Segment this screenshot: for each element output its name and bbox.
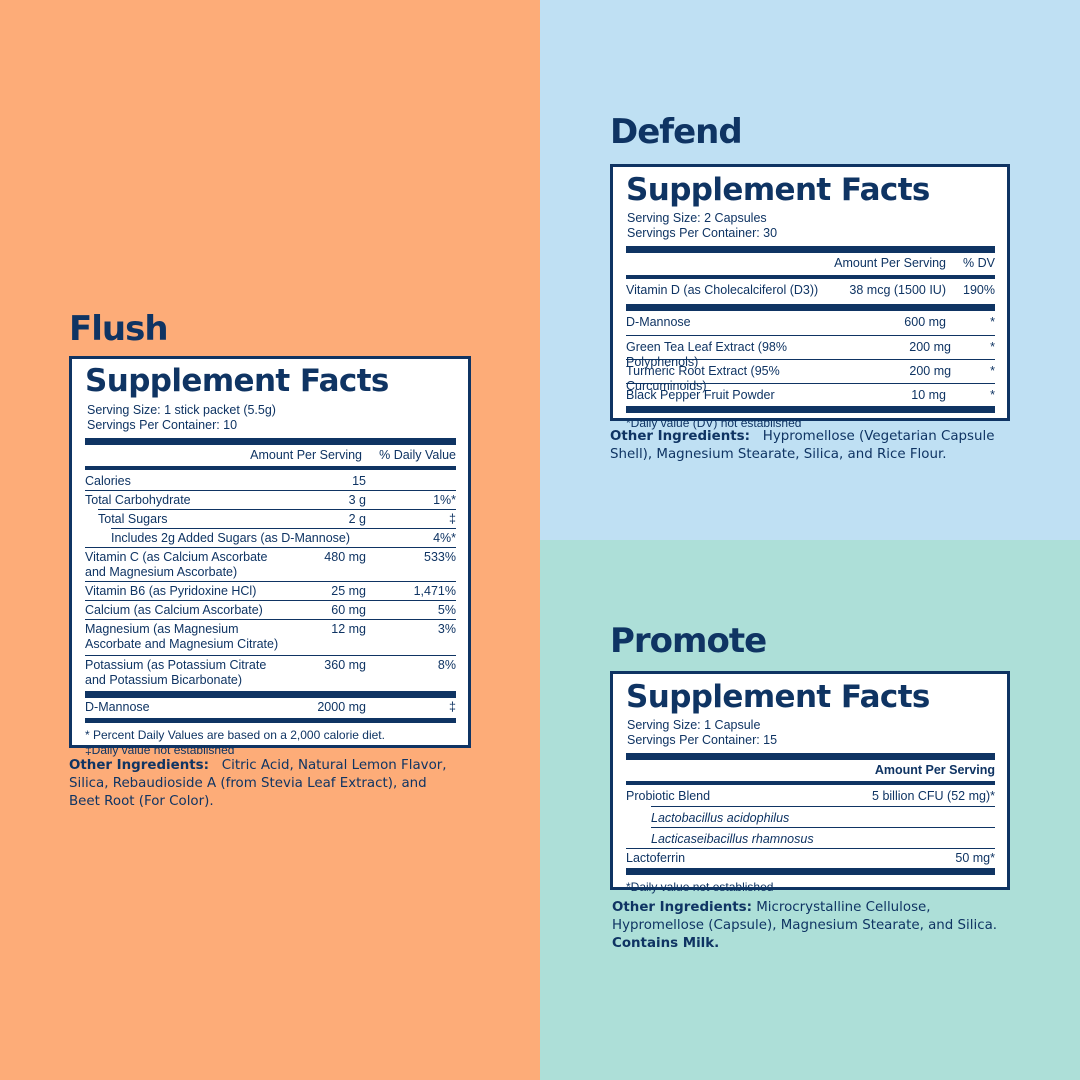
flush-row-vitamin-b6: Vitamin B6 (as Pyridoxine HCl) 25 mg 1,4… <box>85 581 456 600</box>
defend-other-ingredients-text: Hypromellose (Vegetarian Capsule Shell),… <box>610 429 995 462</box>
promote-panel: Promote Supplement Facts Serving Size: 1… <box>540 540 1080 1080</box>
promote-header-row: Amount Per Serving <box>626 763 995 779</box>
flush-bar-header <box>85 466 456 470</box>
defend-bar-header <box>626 275 995 279</box>
flush-footnote-1: * Percent Daily Values are based on a 2,… <box>85 728 385 742</box>
defend-facts-title: Supplement Facts <box>626 172 930 208</box>
flush-thick-bar-mid <box>85 691 456 698</box>
flush-other-ingredients-label: Other Ingredients: <box>69 758 209 773</box>
promote-row-lactoferrin: Lactoferrin 50 mg* <box>626 848 995 868</box>
flush-thick-bar-bottom <box>85 718 456 723</box>
defend-row-d-mannose: D-Mannose 600 mg * <box>626 315 995 329</box>
flush-row-total-sugars: Total Sugars 2 g ‡ <box>98 509 456 528</box>
defend-other-ingredients-label: Other Ingredients: <box>610 429 750 444</box>
flush-row-magnesium: Magnesium (as Magnesium Ascorbate and Ma… <box>85 619 456 655</box>
defend-supplement-facts-label: Supplement Facts Serving Size: 2 Capsule… <box>610 164 1010 430</box>
flush-row-total-carbohydrate: Total Carbohydrate 3 g 1%* <box>85 490 456 509</box>
promote-supplement-facts-label: Supplement Facts Serving Size: 1 Capsule… <box>610 671 1010 894</box>
defend-footnote: *Daily value (DV) not established <box>626 416 802 430</box>
flush-footnote-2: ‡Daily value not established <box>85 743 235 757</box>
defend-row-vitamin-d: Vitamin D (as Cholecalciferol (D3)) 38 m… <box>626 283 995 297</box>
flush-row-vitamin-c: Vitamin C (as Calcium Ascorbate and Magn… <box>85 547 456 581</box>
promote-row-lacticaseibacillus: Lacticaseibacillus rhamnosus <box>651 827 995 848</box>
flush-title: Flush <box>69 309 169 349</box>
flush-serving-size: Serving Size: 1 stick packet (5.5g) <box>87 403 276 417</box>
flush-facts-title: Supplement Facts <box>85 363 389 399</box>
defend-servings-per-container: Servings Per Container: 30 <box>627 226 778 240</box>
promote-other-ingredients-text: Microcrystalline Cellulose, Hypromellose… <box>612 900 998 933</box>
flush-thick-bar-top <box>85 438 456 445</box>
promote-row-probiotic-blend: Probiotic Blend 5 billion CFU (52 mg)* <box>626 789 995 803</box>
promote-serving-size: Serving Size: 1 Capsule <box>627 718 761 732</box>
flush-row-calcium: Calcium (as Calcium Ascorbate) 60 mg 5% <box>85 600 456 619</box>
promote-facts-title: Supplement Facts <box>626 679 930 715</box>
defend-header-row: Amount Per Serving % DV <box>626 256 995 273</box>
flush-header-amount: Amount Per Serving <box>250 448 362 462</box>
promote-other-ingredients-label: Other Ingredients: <box>612 900 752 915</box>
flush-panel: Flush Supplement Facts Serving Size: 1 s… <box>0 0 540 1080</box>
promote-contains-milk: Contains Milk. <box>612 936 720 951</box>
defend-thick-bar-bottom <box>626 406 995 413</box>
promote-header-amount: Amount Per Serving <box>874 763 995 777</box>
promote-thick-bar-top <box>626 753 995 760</box>
flush-row-added-sugars: Includes 2g Added Sugars (as D-Mannose) … <box>111 528 456 547</box>
defend-panel: Defend Supplement Facts Serving Size: 2 … <box>540 0 1080 540</box>
promote-footnote: *Daily value not established <box>626 880 774 894</box>
defend-header-dv: % DV <box>963 256 995 270</box>
defend-serving-size: Serving Size: 2 Capsules <box>627 211 767 225</box>
defend-header-amount: Amount Per Serving <box>834 256 946 270</box>
defend-thick-bar-mid <box>626 304 995 311</box>
promote-other-ingredients: Other Ingredients: Microcrystalline Cell… <box>612 899 1007 953</box>
promote-row-lactobacillus: Lactobacillus acidophilus <box>651 806 995 827</box>
defend-other-ingredients: Other Ingredients: Hypromellose (Vegetar… <box>610 428 1005 464</box>
flush-supplement-facts-label: Supplement Facts Serving Size: 1 stick p… <box>69 356 471 757</box>
flush-other-ingredients: Other Ingredients: Citric Acid, Natural … <box>69 757 454 811</box>
flush-row-calories: Calories 15 <box>85 474 366 488</box>
defend-row-turmeric: Turmeric Root Extract (95% Curcuminoids)… <box>626 359 995 393</box>
flush-servings-per-container: Servings Per Container: 10 <box>87 418 238 432</box>
defend-row-green-tea: Green Tea Leaf Extract (98% Polyphenols)… <box>626 335 995 369</box>
defend-row-black-pepper: Black Pepper Fruit Powder 10 mg * <box>626 383 995 406</box>
flush-row-potassium: Potassium (as Potassium Citrate and Pota… <box>85 655 456 691</box>
flush-row-d-mannose: D-Mannose 2000 mg ‡ <box>85 700 456 714</box>
defend-thick-bar-top <box>626 246 995 253</box>
flush-header-dv: % Daily Value <box>379 448 456 462</box>
flush-header-row: Amount Per Serving % Daily Value <box>85 448 456 464</box>
flush-other-ingredients-text: Citric Acid, Natural Lemon Flavor, Silic… <box>69 758 447 809</box>
defend-title: Defend <box>610 112 743 152</box>
promote-title: Promote <box>610 621 767 661</box>
promote-servings-per-container: Servings Per Container: 15 <box>627 733 778 747</box>
promote-bar-header <box>626 781 995 785</box>
promote-thick-bar-bottom <box>626 868 995 875</box>
